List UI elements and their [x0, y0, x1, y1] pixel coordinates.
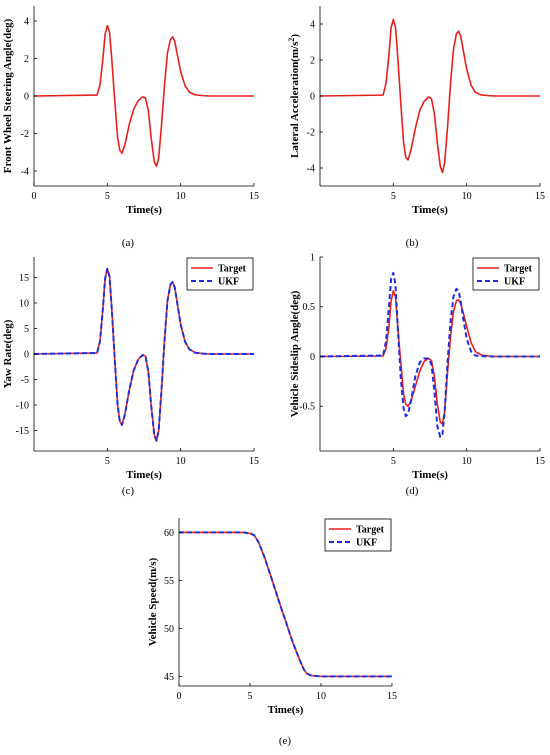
y-axis-label: Yaw Rate(deg) [2, 319, 14, 388]
y-tick-label: 0 [24, 350, 29, 361]
legend-d: Target UKF [472, 257, 540, 291]
y-tick-label: 4 [24, 17, 29, 28]
series-line-e-0 [179, 531, 392, 678]
x-tick-label: 0 [32, 191, 37, 202]
legend-e: Target UKF [324, 518, 392, 552]
y-tick-label: 60 [164, 528, 174, 539]
y-tick-label: 50 [164, 624, 174, 635]
x-tick-label: 15 [387, 691, 397, 702]
x-axis-label: Time(s) [412, 469, 448, 481]
y-tick-label: -2 [307, 128, 315, 139]
panel-c: 5 10 15 -15 -10 -5 0 5 10 15 Time(s) Yaw Rate(deg) T… [2, 257, 259, 497]
legend-label: UKF [504, 277, 525, 288]
panel-caption: (b) [406, 237, 419, 249]
legend-label: Target [356, 525, 385, 536]
x-tick-label: 15 [535, 456, 545, 467]
y-tick-label: 1 [310, 253, 315, 264]
x-axis-label: Time(s) [126, 469, 162, 481]
series-line-e-1 [179, 531, 392, 678]
y-tick-label: 0 [24, 92, 29, 103]
panel-a: 0 5 10 15 -4 -2 0 2 4 Time(s) Front Wheel Steering… [2, 6, 259, 249]
y-tick-label: 0 [310, 92, 315, 103]
y-axis-label: Vehicle Speed(m/s) [147, 557, 159, 646]
x-tick-label: 15 [249, 456, 259, 467]
y-tick-label: 0.5 [303, 302, 316, 313]
y-tick-label: -4 [21, 167, 29, 178]
y-tick-label: -15 [16, 426, 29, 437]
panel-e: 0 5 10 15 45 50 55 60 Time(s) Vehicle Speed(m/s) T… [147, 518, 397, 747]
y-tick-label: -4 [307, 164, 315, 175]
x-tick-label: 15 [249, 191, 259, 202]
x-tick-label: 10 [316, 691, 326, 702]
panel-caption: (a) [122, 237, 135, 249]
y-axis-label: Vehicle Sideslip Angle(deg) [289, 290, 301, 417]
x-axis-label: Time(s) [412, 204, 448, 216]
y-tick-label: -0.5 [299, 402, 315, 413]
y-axis-label: Front Wheel Steering Angle(deg) [2, 18, 14, 173]
y-tick-label: -10 [16, 401, 29, 412]
x-tick-label: 0 [177, 691, 182, 702]
panel-caption: (c) [122, 485, 135, 497]
x-tick-label: 5 [105, 191, 110, 202]
x-tick-label: 5 [248, 691, 253, 702]
panel-d: 5 10 15 -0.5 0 0.5 1 Time(s) Vehicle Sideslip An… [289, 253, 545, 498]
panel-caption: (e) [279, 735, 292, 747]
y-axis-label: Lateral Acceleration(m/s2) [287, 34, 301, 158]
y-tick-label: 55 [164, 576, 174, 587]
y-tick-label: 5 [24, 324, 29, 335]
panel-b: 5 10 15 -4 -2 0 2 4 Time(s) Lateral Acceleration(… [287, 6, 545, 249]
y-tick-label: 15 [19, 273, 29, 284]
y-tick-label: 0 [310, 352, 315, 363]
series-line-c-1 [34, 267, 254, 442]
x-tick-label: 10 [176, 191, 186, 202]
x-axis-label: Time(s) [268, 704, 304, 716]
y-tick-label: -5 [21, 375, 29, 386]
x-tick-label: 10 [462, 191, 472, 202]
y-tick-label: 2 [310, 56, 315, 67]
x-tick-label: 10 [462, 456, 472, 467]
y-tick-label: 2 [24, 54, 29, 65]
series-line-d-1 [320, 271, 540, 439]
legend-label: UKF [356, 538, 377, 549]
x-tick-label: 5 [105, 456, 110, 467]
x-tick-label: 10 [176, 456, 186, 467]
y-tick-label: 4 [310, 20, 315, 31]
y-tick-label: 45 [164, 672, 174, 683]
legend-label: UKF [218, 277, 239, 288]
y-tick-label: -2 [21, 129, 29, 140]
panel-caption: (d) [406, 485, 419, 497]
x-axis-label: Time(s) [126, 204, 162, 216]
x-tick-label: 5 [391, 456, 396, 467]
legend-label: Target [218, 264, 247, 275]
series-line-b-0 [320, 18, 540, 174]
legend-label: Target [504, 264, 533, 275]
legend-c: Target UKF [186, 257, 254, 291]
x-tick-label: 5 [391, 191, 396, 202]
y-tick-label: 10 [19, 298, 29, 309]
series-line-a-0 [34, 24, 254, 168]
x-tick-label: 15 [535, 191, 545, 202]
